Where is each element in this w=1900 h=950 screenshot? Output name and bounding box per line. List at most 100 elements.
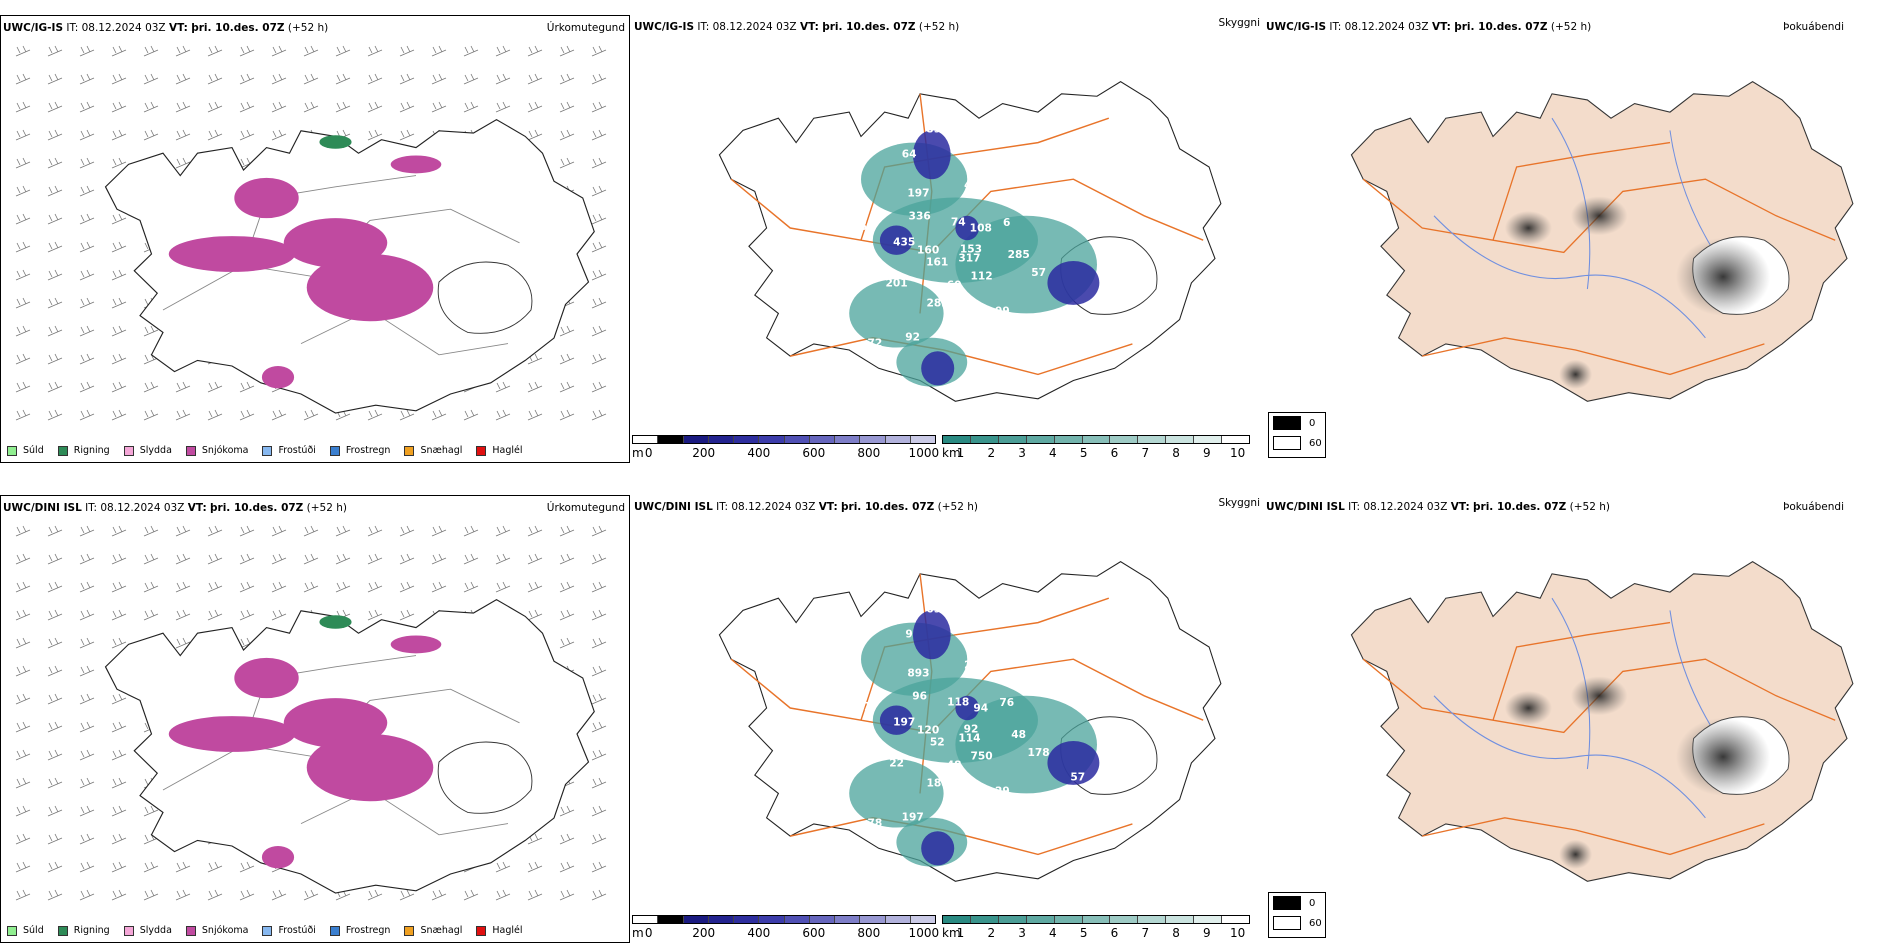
colorbar-cell xyxy=(759,916,785,923)
colorbar-cell xyxy=(708,916,734,923)
fog-legend-label: 60 xyxy=(1309,917,1322,929)
cloudbase-label: 60 xyxy=(947,278,962,291)
legend-label: Haglél xyxy=(492,925,523,936)
low-cloudbase-area xyxy=(879,225,913,255)
cloudbase-label: 48 xyxy=(947,758,962,771)
colorbar-cell xyxy=(784,436,810,443)
legend-label: Súld xyxy=(23,925,44,936)
rain-area xyxy=(319,135,352,149)
cloudbase-label: 48 xyxy=(1011,728,1026,741)
fog-legend-item: 60 xyxy=(1269,913,1325,933)
legend-label: Frostregn xyxy=(345,445,391,456)
cloudbase-label: 9 xyxy=(905,628,912,641)
legend-swatch xyxy=(329,445,340,456)
legend-label: Snæhagl xyxy=(420,445,463,456)
panel-header: UWC/IG-IS IT: 08.12.2024 03Z VT: þri. 10… xyxy=(3,22,329,34)
legend-label: Rigning xyxy=(73,925,110,936)
colorbar-cell xyxy=(835,436,861,443)
legend-swatch xyxy=(476,445,487,456)
legend-swatch xyxy=(404,925,415,936)
colorbar-tick: 8 xyxy=(1172,446,1180,460)
cloudbase-label: 49 xyxy=(1046,684,1061,697)
colorbar-cell xyxy=(1138,436,1167,443)
legend-swatch xyxy=(123,925,134,936)
legend-label: Snjókoma xyxy=(201,925,249,936)
colorbar-tick: 6 xyxy=(1110,446,1119,460)
colorbar-cell xyxy=(1082,436,1111,443)
low-cloudbase-area xyxy=(1047,260,1100,305)
panel-header: UWC/DINI ISL IT: 08.12.2024 03Z VT: þri.… xyxy=(1266,501,1610,513)
cloudbase-label: 105 xyxy=(1074,698,1096,711)
cloud-map: 153 161 74 112 435 6 282 197 57 52 62 87 96 133 72 89 31… xyxy=(718,80,1222,402)
iceland-outline xyxy=(1350,560,1854,882)
legend-item: Slydda xyxy=(123,925,172,936)
cloudbase-label: 197 xyxy=(907,186,929,199)
legend-item: Frostúði xyxy=(262,925,316,936)
snow-area xyxy=(234,657,299,699)
colorbar-tick: 9 xyxy=(1203,926,1211,940)
colorbar-cell xyxy=(809,436,835,443)
legend-item: Rigning xyxy=(57,925,110,936)
cloudbase-label: 22 xyxy=(964,658,979,671)
colorbar-cell xyxy=(658,436,684,443)
cloudbase-label: 44 xyxy=(964,178,979,191)
fog-area xyxy=(1504,690,1552,726)
legend-swatch xyxy=(262,925,273,936)
low-visibility-area xyxy=(849,279,944,348)
low-cloudbase-area xyxy=(879,705,913,735)
colorbar-unit: m xyxy=(632,926,644,940)
snow-area xyxy=(261,846,295,869)
colorbar-tick: 3 xyxy=(1018,926,1026,940)
legend-item: Snjókoma xyxy=(185,925,249,936)
cloudbase-label: 57 xyxy=(1070,770,1085,783)
legend-label: Frostúði xyxy=(278,925,316,936)
colorbar-cell xyxy=(1026,916,1055,923)
legend-item: Snjókoma xyxy=(185,445,248,456)
cloudbase-label: 435 xyxy=(893,235,915,248)
fog-legend: 0 60 xyxy=(1268,892,1326,938)
legend-swatch xyxy=(185,445,196,456)
panel-title: Þokuábendi xyxy=(1783,501,1844,513)
low-cloudbase-area xyxy=(921,351,955,386)
colorbar-cell xyxy=(970,916,999,923)
cloudbase-label: 78 xyxy=(868,816,883,829)
fog-area xyxy=(1559,359,1593,390)
fog-area xyxy=(1504,210,1552,246)
colorbar-cell xyxy=(683,436,709,443)
colorbar-cell xyxy=(1082,916,1111,923)
colorbar-cell xyxy=(1138,916,1167,923)
cloudbase-label: 112 xyxy=(971,269,993,282)
colorbar-cell xyxy=(708,436,734,443)
colorbar-cell xyxy=(1110,916,1139,923)
colorbar-tick: 8 xyxy=(1172,926,1180,940)
legend-item: Frostregn xyxy=(329,925,390,936)
colorbar-tick: 400 xyxy=(747,926,771,940)
cloudbase-colorbar: m 0 200 400 600 800 1000 xyxy=(632,915,939,943)
low-cloudbase-area xyxy=(1047,740,1100,785)
legend-item: Snæhagl xyxy=(404,445,462,456)
fog-area xyxy=(1675,717,1771,796)
legend-label: Súld xyxy=(23,445,44,456)
cloudbase-label: 22 xyxy=(889,756,904,769)
cloudbase-label: 89 xyxy=(926,122,941,135)
colorbar-cell xyxy=(809,916,835,923)
precip-legend: Súld Rigning Slydda Snjókoma Frostúði Frostre… xyxy=(7,445,537,456)
colorbar-tick: 4 xyxy=(1049,926,1057,940)
colorbar-tick: 1 xyxy=(956,926,965,940)
cloudbase-label: 108 xyxy=(970,221,992,234)
cloudbase-label: 92 xyxy=(905,330,920,343)
legend-swatch xyxy=(7,925,17,936)
legend-swatch xyxy=(57,445,68,456)
colorbar-tick: 800 xyxy=(857,446,881,460)
colorbar-cell xyxy=(633,916,659,923)
iceland-outline xyxy=(104,118,595,414)
precip-type-map xyxy=(15,525,607,901)
fog-area xyxy=(1675,237,1771,316)
cloudbase-label: 29 xyxy=(995,784,1010,797)
fog-map xyxy=(1350,560,1854,882)
cloudbase-label: 178 xyxy=(1028,746,1050,759)
colorbar-tick: 200 xyxy=(692,446,716,460)
legend-item: Haglél xyxy=(476,925,523,936)
colorbar-cell xyxy=(1194,436,1223,443)
colorbar-tick: 600 xyxy=(802,926,826,940)
